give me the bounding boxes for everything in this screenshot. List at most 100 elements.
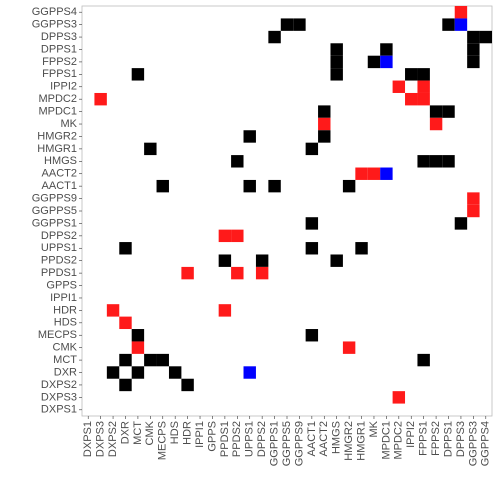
x-tick-label: HMGS (331, 421, 343, 454)
tile (405, 68, 418, 81)
x-tick-label: FPPS1 (418, 421, 430, 456)
x-tick-label: DXPS2 (107, 421, 119, 457)
tile (318, 117, 331, 131)
tile (243, 130, 256, 143)
tile (231, 155, 244, 168)
tile (417, 92, 430, 106)
y-tick-label: GGPPS4 (32, 6, 77, 18)
tile (305, 217, 319, 230)
x-tick-label: CMK (144, 420, 156, 445)
tile (181, 378, 194, 392)
tile (380, 43, 393, 56)
y-tick-label: HDR (53, 304, 77, 316)
x-tick-label: MK (368, 420, 380, 437)
tile (342, 341, 356, 354)
y-tick-label: HDS (54, 317, 77, 329)
tile (231, 229, 244, 243)
tile (293, 18, 306, 31)
x-tick-label: PPDS2 (231, 421, 243, 457)
tile (168, 366, 182, 379)
tile (442, 18, 455, 31)
tile (131, 366, 145, 379)
y-tick-label: UPPS1 (41, 242, 77, 254)
x-tick-label: HDS (169, 421, 181, 444)
tile (231, 266, 244, 280)
x-tick-label: GGPPS3 (467, 421, 479, 466)
x-tick-label: IPPI1 (194, 421, 206, 448)
y-tick-label: MCT (53, 354, 77, 366)
y-tick-label: DPPS2 (41, 230, 77, 242)
tile (442, 105, 455, 118)
x-tick-label: MPDC1 (380, 421, 392, 460)
tile (218, 229, 232, 243)
x-tick-label: DXR (119, 421, 131, 444)
panel-border (81, 5, 493, 417)
tile (467, 204, 480, 218)
tile (355, 242, 368, 255)
x-tick-label: MECPS (157, 421, 169, 460)
x-tick-label: MCT (132, 421, 144, 445)
y-tick-label: MECPS (38, 329, 77, 341)
tile (330, 68, 343, 81)
tile (131, 68, 145, 81)
tile (417, 68, 430, 81)
x-tick-label: DXPS1 (82, 421, 94, 457)
y-tick-label: GPPS (46, 279, 77, 291)
tile (119, 378, 132, 392)
tile (392, 391, 406, 404)
tile (106, 366, 120, 379)
tile (243, 179, 256, 193)
tile (318, 130, 331, 143)
tile (454, 18, 468, 31)
y-tick-label: FPPS2 (42, 56, 77, 68)
x-tick-label: AACT2 (318, 421, 330, 456)
tile (429, 117, 443, 131)
tile (305, 242, 319, 255)
x-tick-label: GGPPS5 (281, 421, 293, 466)
tile (467, 43, 480, 56)
y-tick-label: GGPPS5 (32, 205, 77, 217)
y-tick-label: DPPS1 (41, 43, 77, 55)
tile (131, 341, 145, 354)
tile (119, 353, 132, 367)
tile (380, 55, 393, 69)
tile (119, 316, 132, 330)
y-tick-label: GGPPS1 (32, 217, 77, 229)
y-tick-label: CMK (53, 342, 78, 354)
tile (454, 217, 468, 230)
tile (380, 167, 393, 180)
y-tick-label: AACT2 (42, 168, 77, 180)
y-tick-label: FPPS1 (42, 68, 77, 80)
tile (106, 304, 120, 317)
tile (318, 105, 331, 118)
y-tick-label: IPPI1 (50, 292, 77, 304)
x-tick-label: IPPI2 (405, 421, 417, 448)
tile (181, 266, 194, 280)
tile (330, 43, 343, 56)
tile (367, 55, 381, 69)
y-tick-label: MK (61, 118, 78, 130)
tile (243, 366, 256, 379)
y-tick-label: MPDC2 (38, 93, 77, 105)
y-tick-label: HMGR1 (37, 143, 77, 155)
tile (255, 254, 269, 267)
tile (355, 167, 368, 180)
y-tick-label: PPDS1 (41, 267, 77, 279)
tile (156, 353, 169, 367)
tile (330, 254, 343, 267)
y-tick-label: DXR (54, 366, 77, 378)
x-tick-label: GGPPS9 (293, 421, 305, 466)
y-tick-label: PPDS2 (41, 255, 77, 267)
tile (268, 30, 281, 44)
tile (405, 92, 418, 106)
x-tick-label: HDR (182, 421, 194, 445)
tile (268, 179, 281, 193)
tile (467, 192, 480, 205)
x-tick-label: DPPS2 (256, 421, 268, 457)
tile (467, 55, 480, 69)
y-tick-label: DXPS3 (41, 391, 77, 403)
tile (417, 155, 430, 168)
tile (429, 155, 443, 168)
x-tick-label: HMGR1 (355, 421, 367, 461)
y-tick-label: DXPS1 (41, 404, 77, 416)
